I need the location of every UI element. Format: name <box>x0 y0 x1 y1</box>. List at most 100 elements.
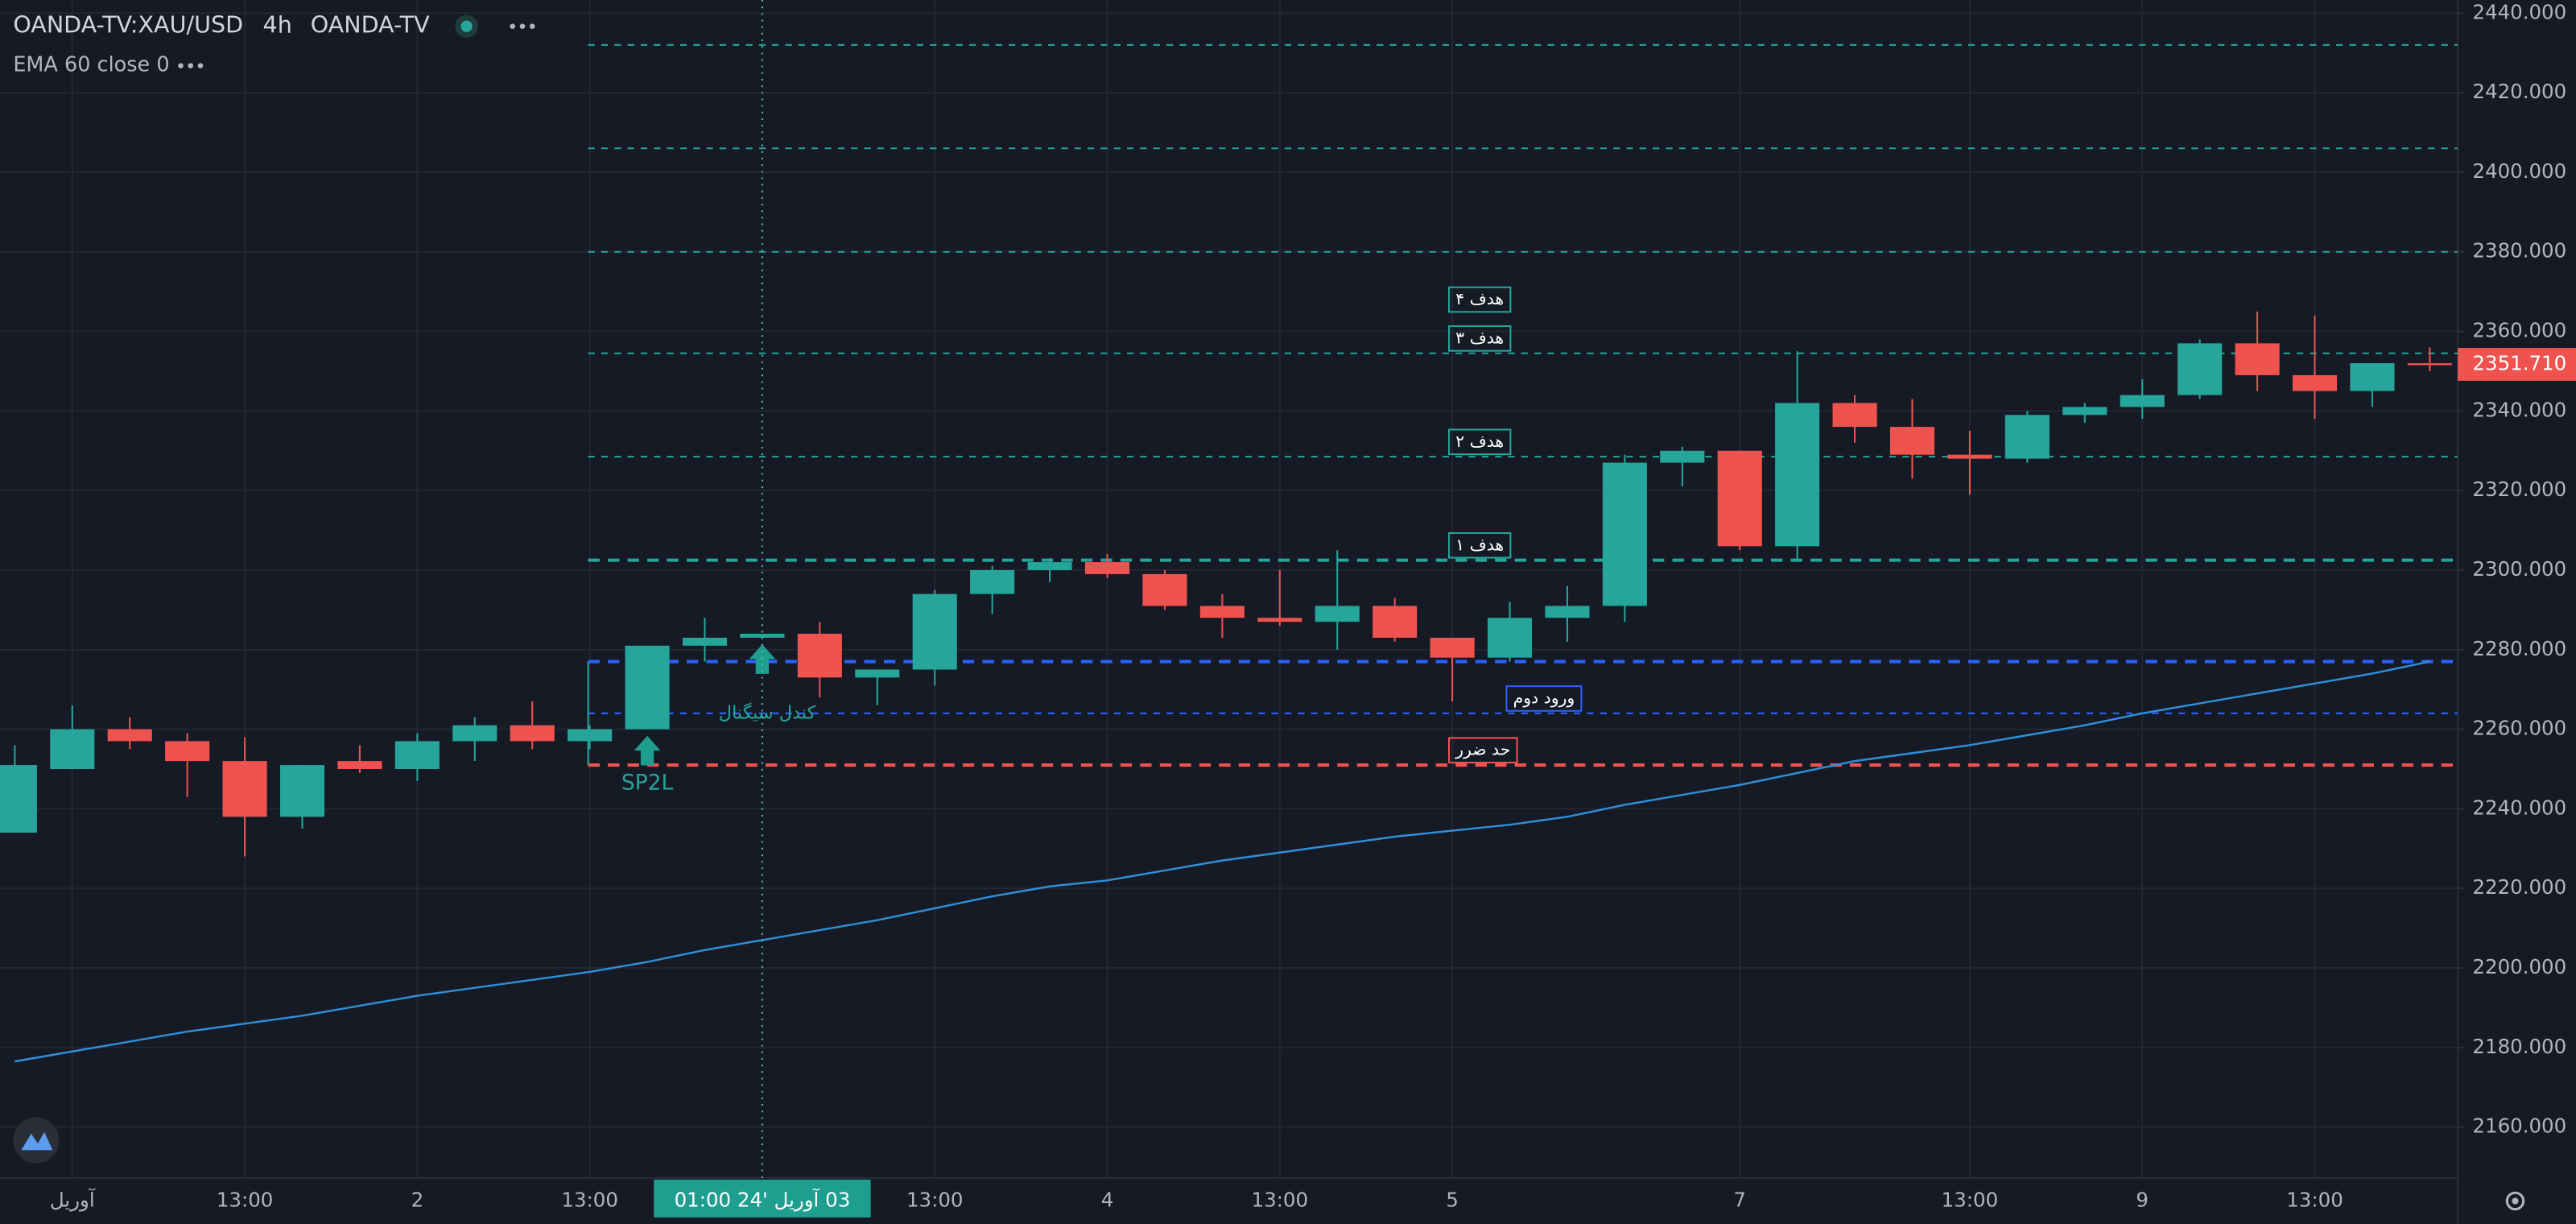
level-label: حد ضرر <box>1455 740 1510 759</box>
candle-body <box>1373 606 1418 638</box>
y-tick-label: 2220.000 <box>2472 875 2566 899</box>
candle-body <box>2120 395 2165 407</box>
candle-body <box>625 645 670 730</box>
candle-body <box>2178 343 2223 395</box>
strategy-label: SP2L <box>621 770 674 795</box>
signal-arrow <box>634 735 661 766</box>
y-tick-label: 2300.000 <box>2472 557 2566 581</box>
candle-body <box>1545 606 1590 618</box>
symbol-title[interactable]: OANDA-TV:XAU/USD <box>13 11 243 39</box>
source[interactable]: OANDA-TV <box>311 11 430 39</box>
candle-body <box>682 637 728 646</box>
indicator-legend[interactable]: EMA 60 close 0 <box>13 53 169 77</box>
interval[interactable]: 4h <box>263 11 292 39</box>
candle-body <box>912 593 957 670</box>
x-tick-label: 13:00 <box>906 1188 964 1211</box>
x-tick-label: 13:00 <box>1252 1188 1309 1211</box>
candle-body <box>797 634 842 678</box>
x-tick-label: 9 <box>2136 1188 2149 1211</box>
logo[interactable] <box>13 1117 60 1164</box>
y-tick-label: 2320.000 <box>2472 478 2566 501</box>
y-tick-label: 2360.000 <box>2472 319 2566 342</box>
candle-body <box>1660 450 1705 463</box>
candle-body <box>279 765 325 817</box>
candle-body <box>1487 618 1533 658</box>
candle-body <box>1257 618 1302 622</box>
x-tick-label: 13:00 <box>1942 1188 1999 1211</box>
y-tick-label: 2200.000 <box>2472 955 2566 978</box>
x-tick-label: 4 <box>1101 1188 1114 1211</box>
level-label: هدف ۱ <box>1455 535 1504 554</box>
y-tick-label: 2280.000 <box>2472 637 2566 660</box>
candle-body <box>1889 427 1935 455</box>
candle-body <box>1430 637 1475 658</box>
y-tick-label: 2400.000 <box>2472 159 2566 183</box>
candle-body <box>2407 363 2452 366</box>
x-tick-label: 13:00 <box>2286 1188 2343 1211</box>
candle-body <box>452 725 497 742</box>
y-tick-label: 2420.000 <box>2472 80 2566 103</box>
candle-body <box>2292 374 2338 391</box>
x-tick-label: آوریل <box>50 1188 96 1211</box>
level-label: ورود دوم <box>1513 688 1575 707</box>
y-tick-label: 2340.000 <box>2472 398 2566 421</box>
candle-body <box>337 761 382 769</box>
x-tick-label: 13:00 <box>561 1188 618 1211</box>
candle-body <box>1027 562 1072 570</box>
candle-body <box>1602 462 1647 606</box>
level-label: هدف ۳ <box>1455 328 1504 347</box>
more-button[interactable] <box>510 23 535 29</box>
settings-button[interactable] <box>2505 1191 2525 1211</box>
last-price-box <box>2458 348 2576 381</box>
level-label-box <box>1447 531 1512 559</box>
candle-body <box>394 741 440 769</box>
candle-body <box>740 634 785 638</box>
candle-body <box>1775 403 1820 547</box>
level-label-box <box>1447 286 1512 313</box>
x-tick-label: 5 <box>1446 1188 1459 1211</box>
candle-body <box>1947 454 1992 459</box>
candle-body <box>2004 415 2050 459</box>
signal-arrow <box>749 644 776 674</box>
candle-body <box>1084 562 1130 574</box>
candle-body <box>107 729 152 742</box>
level-label: هدف ۴ <box>1455 289 1504 308</box>
y-tick-label: 2260.000 <box>2472 717 2566 740</box>
y-tick-label: 2180.000 <box>2472 1035 2566 1058</box>
level-label-box <box>1447 737 1518 764</box>
candle-body <box>165 741 210 762</box>
candle-body <box>2062 407 2107 416</box>
last-price-label: 2351.710 <box>2472 351 2566 374</box>
y-tick-label: 2240.000 <box>2472 796 2566 819</box>
candle-body <box>1315 606 1360 622</box>
ema-line <box>14 660 2430 1063</box>
candle-body <box>1199 606 1245 618</box>
y-tick-label: 2440.000 <box>2472 0 2566 23</box>
candle-body <box>510 725 555 742</box>
level-label-box <box>1447 428 1512 456</box>
candle-body <box>855 669 900 678</box>
candle-body <box>50 729 95 769</box>
x-tick-label: 13:00 <box>217 1188 274 1211</box>
candle-body <box>1717 450 1762 547</box>
crosshair-label-box <box>654 1179 871 1218</box>
candle-body <box>222 761 267 817</box>
candle-body <box>568 729 613 742</box>
x-tick-label: 7 <box>1733 1188 1746 1211</box>
indicator-more-button[interactable] <box>178 63 204 68</box>
level-label-box <box>1447 325 1512 352</box>
candle-body <box>1832 403 1877 428</box>
x-tick-label: 2 <box>411 1188 424 1211</box>
signal-label: کندل سیگنال <box>719 701 816 723</box>
y-tick-label: 2160.000 <box>2472 1114 2566 1138</box>
level-label: هدف ۲ <box>1455 432 1504 451</box>
candle-body <box>0 765 37 833</box>
candle-body <box>2235 343 2280 375</box>
candle-body <box>2350 363 2395 391</box>
y-tick-label: 2380.000 <box>2472 239 2566 263</box>
crosshair-label: 03 آوریل '24 01:00 <box>675 1188 851 1211</box>
level-label-box <box>1505 685 1583 712</box>
